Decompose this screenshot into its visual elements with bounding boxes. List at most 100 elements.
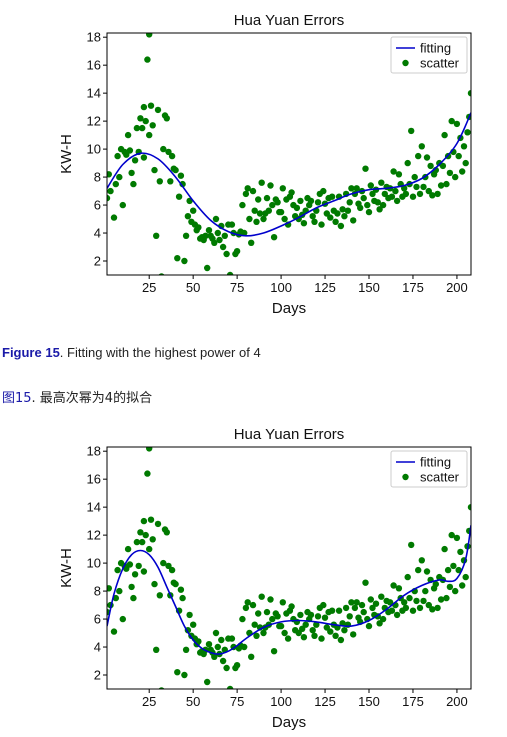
scatter-point [425,187,432,195]
scatter-point [425,601,432,609]
scatter-point [350,217,357,224]
scatter-point [223,250,230,258]
scatter-point [390,582,397,589]
scatter-point [126,561,134,568]
scatter-point [367,182,374,189]
scatter-point [434,190,441,198]
scatter-point [297,611,304,619]
scatter-point [163,529,170,536]
scatter-point [409,607,417,614]
scatter-point [130,594,137,602]
scatter-point [140,568,148,575]
scatter-point [467,90,471,97]
scatter-point [211,239,218,246]
scatter-point [137,529,144,536]
x-tick-label: 25 [142,280,156,295]
chart-top: Hua Yuan Errors 25 50 75 100 125 150 175 200 2 4 6 8… [58,12,472,317]
scatter-point [429,192,436,199]
scatter-point [448,117,455,125]
scatter-point [151,166,158,174]
scatter-point [448,531,455,539]
scatter-point [114,566,121,574]
chart-title: Hua Yuan Errors [234,12,345,29]
scatter-point [147,102,155,109]
scatter-point [107,187,114,195]
scatter-point [374,199,381,206]
scatter-point [418,557,425,564]
scatter-point [314,199,322,206]
scatter-point [320,601,327,609]
scatter-point [177,172,185,179]
legend-entry-scatter: scatter [420,56,460,71]
scatter-point [153,232,160,239]
scatter-point [467,504,471,511]
scatter-point [251,207,258,214]
scatter-point [444,566,452,574]
scatter-point [156,178,163,185]
figure-number-link-zh[interactable]: 图15 [2,391,32,406]
scatter-point [453,120,461,128]
scatter-point [446,583,454,591]
scatter-point [318,635,325,642]
scatter-point [110,214,118,221]
scatter-point [452,173,459,181]
caption-text-zh: . 最高次幂为4的拟合 [31,391,153,406]
y-tick-label: 8 [94,170,101,185]
scatter-point [126,147,134,154]
scatter-point [149,536,156,543]
scatter-point [156,592,163,599]
x-tick-label: 200 [446,280,468,295]
y-axis-label: KW-H [58,134,75,174]
y-tick-label: 10 [87,556,101,571]
scatter-point [341,213,348,220]
scatter-point [462,159,469,167]
scatter-point [211,653,218,660]
scatter-point [124,131,132,139]
scatter-point [270,234,278,241]
scatter-point [393,611,401,619]
scatter-point [112,594,120,602]
x-tick-label: 125 [314,280,336,295]
scatter-point [263,608,271,616]
scatter-point [348,185,355,192]
scatter-point [154,520,162,528]
figure-number-link[interactable]: Figure 15 [2,345,60,360]
scatter-point [140,517,148,525]
x-tick-label: 125 [314,694,336,709]
scatter-point [443,594,450,602]
scatter-point [182,232,190,239]
scatter-point [281,215,288,223]
scatter-point [455,152,462,160]
scatter-point [427,162,434,170]
scatter-point [457,548,464,556]
scatter-point [260,215,267,223]
scatter-point [404,573,411,581]
scatter-point [393,197,401,205]
scatter-point [408,127,415,135]
scatter-point [205,227,213,234]
scatter-point [239,615,246,623]
y-tick-label: 16 [87,472,101,487]
scatter-point [309,213,316,220]
scatter-point [337,636,345,644]
scatter-point [432,580,439,588]
scatter-point [142,531,149,539]
scatter-point [133,124,141,132]
scatter-point [365,208,373,216]
scatter-point [367,596,374,603]
legend-dot-swatch [402,59,409,67]
scatter-point [114,152,121,160]
scatter-point [219,657,227,665]
scatter-point [353,599,360,606]
scatter-point [378,179,385,186]
scatter-point [139,124,146,132]
scatter-point [332,632,339,639]
figure-caption-zh: 图15. 最高次幂为4的拟合 [2,387,152,406]
legend-entry-fitting: fitting [420,41,451,56]
scatter-point [182,646,190,653]
scatter-point [216,236,223,244]
x-tick-label: 100 [270,694,292,709]
scatter-point [165,148,172,156]
scatter-point [459,168,466,175]
